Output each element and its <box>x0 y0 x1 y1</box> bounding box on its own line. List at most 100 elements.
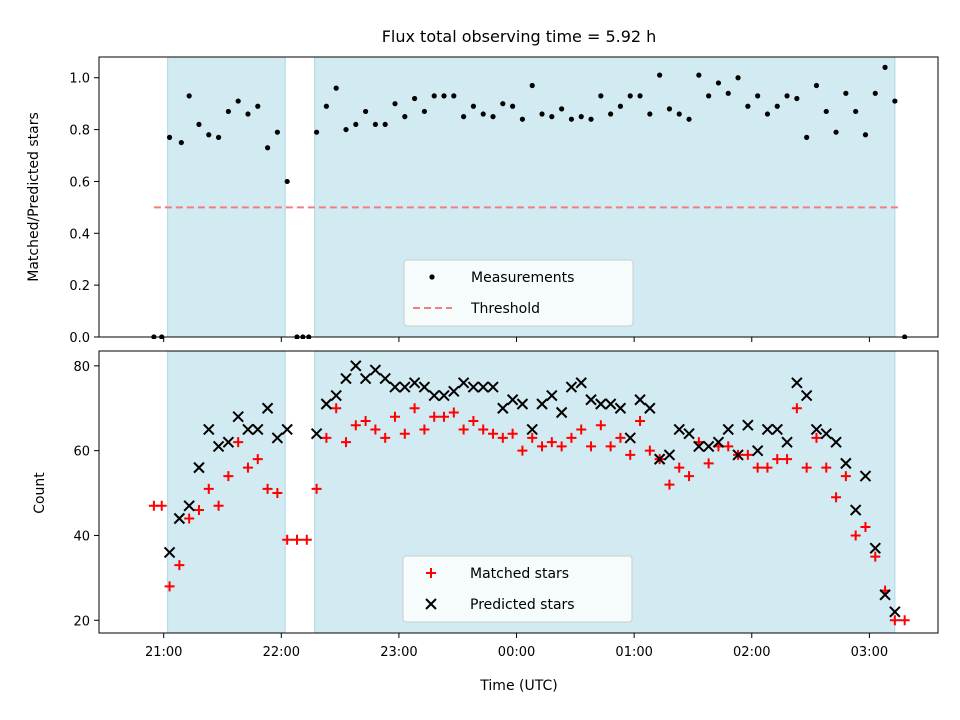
matched-star-point <box>831 492 842 503</box>
measurement-point <box>853 108 859 115</box>
measurement-point <box>666 106 673 112</box>
measurement-point <box>784 93 790 99</box>
measurement-point <box>215 134 222 140</box>
measurement-point <box>529 82 535 89</box>
predicted-star-point <box>261 402 274 414</box>
predicted-star-point <box>546 389 558 402</box>
legend-measurement-marker <box>429 274 435 280</box>
count-y-tick-label: 40 <box>73 529 90 544</box>
matched-star-point <box>174 560 185 571</box>
matched-star-point <box>242 462 253 473</box>
matched-star-point <box>380 432 391 443</box>
measurement-point <box>284 178 290 185</box>
predicted-star-point <box>477 381 489 393</box>
predicted-star-point <box>800 389 813 402</box>
x-tick-label: 21:00 <box>145 645 182 660</box>
matched-star-point <box>184 513 195 524</box>
predicted-star-point <box>203 423 215 436</box>
predicted-star-point <box>732 449 744 461</box>
matched-star-point <box>448 407 459 418</box>
predicted-star-point <box>526 423 538 436</box>
matched-star-point <box>301 534 312 545</box>
measurement-point <box>882 64 888 70</box>
legend-label: Threshold <box>470 301 540 317</box>
predicted-star-point <box>418 381 431 393</box>
matched-star-point <box>282 534 293 545</box>
matched-star-point <box>478 424 489 435</box>
ratio-y-axis-label: Matched/Predicted stars <box>26 112 42 282</box>
predicted-star-point <box>575 377 587 389</box>
measurement-point <box>178 139 184 146</box>
matched-star-point <box>370 424 381 435</box>
matched-star-point <box>193 505 204 516</box>
predicted-star-point <box>595 398 607 410</box>
measurement-point <box>274 129 280 135</box>
measurement-point <box>715 80 722 86</box>
measurement-point <box>470 103 477 109</box>
predicted-star-point <box>212 440 225 453</box>
matched-star-point <box>546 437 557 448</box>
matched-star-point <box>605 441 616 452</box>
predicted-star-point <box>497 402 509 414</box>
measurement-point <box>627 93 633 99</box>
matched-star-point <box>742 449 753 460</box>
predicted-star-point <box>428 389 440 402</box>
measurement-point <box>441 93 447 99</box>
matched-star-point <box>684 471 695 482</box>
measurement-point <box>578 114 584 120</box>
predicted-star-point <box>242 423 254 436</box>
measurement-point <box>676 111 682 117</box>
measurement-point <box>794 95 800 102</box>
measurement-point <box>313 129 320 135</box>
matched-star-point <box>821 462 832 473</box>
predicted-star-point <box>604 398 617 410</box>
matched-star-point <box>291 534 302 545</box>
matched-star-point <box>899 615 910 626</box>
measurement-point <box>608 111 614 117</box>
predicted-star-point <box>330 389 342 402</box>
measurement-point <box>862 132 869 138</box>
predicted-star-point <box>820 427 832 440</box>
matched-star-point <box>576 424 587 435</box>
count-y-axis-label: Count <box>32 472 48 514</box>
matched-star-point <box>762 462 773 473</box>
legend-predicted-marker <box>425 598 437 610</box>
measurement-point <box>725 90 731 96</box>
predicted-star-point <box>555 406 568 419</box>
measurement-point <box>402 114 408 120</box>
predicted-star-point <box>879 589 891 601</box>
matched-star-point <box>791 403 802 414</box>
count-legend-box <box>402 555 633 623</box>
matched-star-point <box>507 428 518 439</box>
matched-star-point <box>782 454 793 465</box>
predicted-star-point <box>271 432 284 444</box>
x-tick-label: 03:00 <box>851 645 888 660</box>
ratio-legend: Measurements Threshold <box>403 259 634 327</box>
matched-star-point <box>644 445 655 456</box>
matched-star-point <box>429 411 440 422</box>
predicted-star-point <box>457 377 470 389</box>
matched-star-point <box>497 432 508 443</box>
matched-star-point <box>468 415 479 426</box>
measurement-point <box>588 116 594 122</box>
measurement-point <box>235 98 241 104</box>
predicted-star-point <box>614 402 627 414</box>
legend-matched-marker <box>426 568 436 578</box>
matched-star-point <box>850 530 861 541</box>
measurement-point <box>559 106 565 112</box>
predicted-star-point <box>585 394 597 406</box>
predicted-star-point <box>173 512 186 525</box>
measurement-point <box>735 75 741 81</box>
predicted-star-point <box>830 436 842 448</box>
matched-star-point <box>772 454 783 465</box>
predicted-star-point <box>810 423 823 436</box>
matched-star-point <box>233 437 244 448</box>
matched-star-point <box>360 415 371 426</box>
predicted-star-point <box>840 457 852 470</box>
matched-star-point <box>517 445 528 456</box>
predicted-star-point <box>183 500 195 512</box>
predicted-star-point <box>281 423 293 436</box>
matched-star-point <box>439 411 450 422</box>
ratio-y-tick-label: 1.0 <box>69 72 90 87</box>
